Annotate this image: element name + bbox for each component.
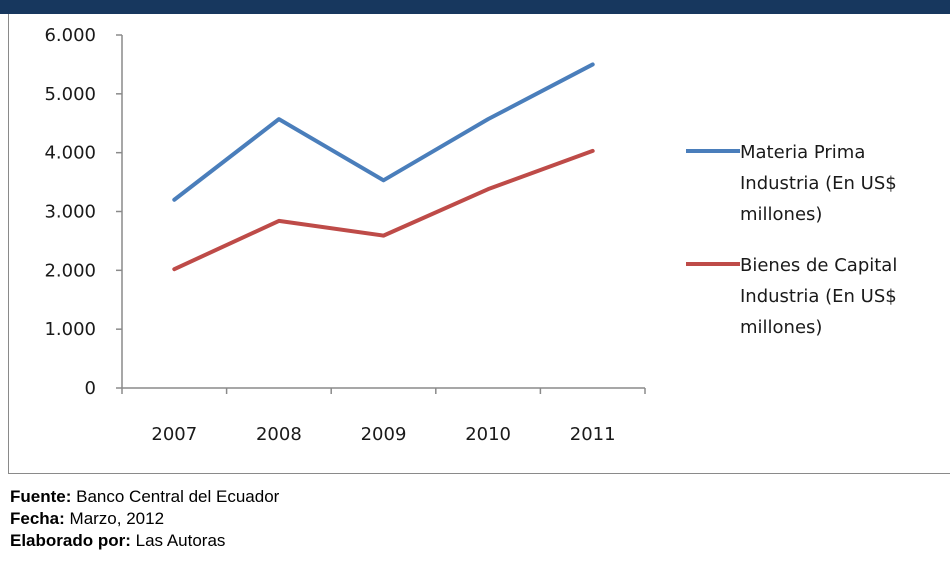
legend-label-line: Industria (En US$ [740,173,897,194]
data-point [382,178,385,182]
y-tick-label: 1.000 [44,319,96,340]
data-point [172,267,176,271]
data-point [486,117,490,121]
y-tick-label: 2.000 [44,260,96,281]
author-line: Elaborado por: Las Autoras [10,530,279,552]
x-tick-label: 2007 [151,424,197,445]
date-line: Fecha: Marzo, 2012 [10,508,279,530]
y-tick-label: 4.000 [44,143,96,164]
y-tick-label: 0 [85,378,96,399]
chart-legend: Materia Prima Industria (En US$ millones) B… [686,142,897,338]
y-tick-label: 6.000 [44,25,96,46]
chart-axes: 0 1.000 2.000 3.000 4.000 5.000 6.000 2007 2008 2… [44,25,646,445]
data-point [172,198,176,202]
data-point [486,187,490,191]
author-label: Elaborado por: [10,531,131,550]
legend-label-line: Materia Prima [740,142,865,163]
chart-footer: Fuente: Banco Central del Ecuador Fecha:… [10,486,279,552]
source-line: Fuente: Banco Central del Ecuador [10,486,279,508]
legend-label-line: millones) [740,317,822,338]
legend-label-line: millones) [740,204,822,225]
chart-frame [8,14,950,474]
top-bar [0,0,950,14]
x-tick-label: 2009 [361,424,407,445]
chart-series [172,62,595,272]
date-label: Fecha: [10,509,65,528]
y-tick-label: 3.000 [44,202,96,223]
source-label: Fuente: [10,487,72,506]
line-chart: 0 1.000 2.000 3.000 4.000 5.000 6.000 2007 2008 2… [44,25,897,445]
x-tick-label: 2010 [465,424,511,445]
data-point [277,117,281,121]
data-point [591,149,595,153]
data-point [591,62,595,66]
data-point [382,234,385,238]
legend-label-line: Bienes de Capital [740,255,897,276]
author-value: Las Autoras [135,531,226,550]
source-value: Banco Central del Ecuador [76,487,280,506]
x-tick-label: 2011 [570,424,616,445]
y-tick-label: 5.000 [44,84,96,105]
legend-label-line: Industria (En US$ [740,286,897,307]
data-point [277,219,281,223]
series-line-2 [172,148,595,272]
date-value: Marzo, 2012 [69,509,165,528]
x-tick-label: 2008 [256,424,302,445]
